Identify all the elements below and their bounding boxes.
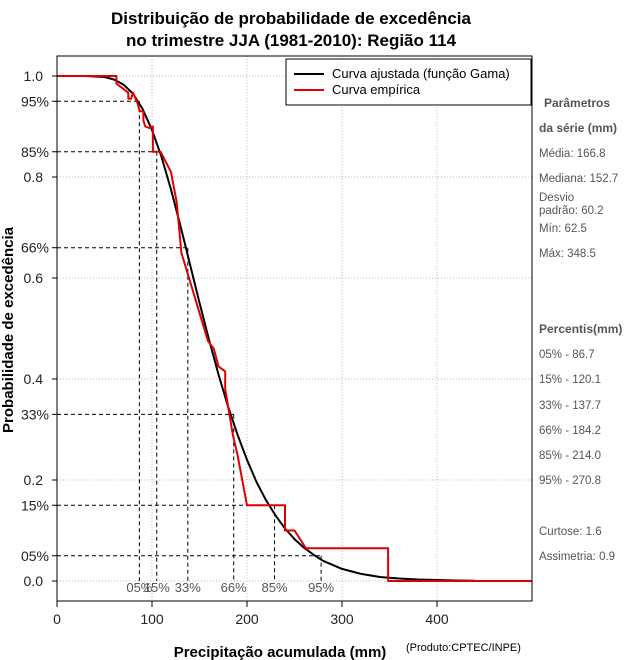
prob-tick-label: 33% xyxy=(21,406,49,422)
percentile-label: 15% xyxy=(144,580,170,595)
legend-label-empirical: Curva empírica xyxy=(332,82,421,97)
x-tick-label: 200 xyxy=(235,611,259,627)
y-tick-label: 0.2 xyxy=(24,472,44,488)
plot-frame xyxy=(56,55,533,602)
chart-title-line1: Distribuição de probabilidade de excedên… xyxy=(111,9,471,28)
param-desvio-2: padrão: 60.2 xyxy=(539,205,604,217)
percentil-05: 05% - 86.7 xyxy=(539,349,595,361)
percentil-66: 66% - 184.2 xyxy=(539,425,601,437)
legend: Curva ajustada (função Gama) Curva empír… xyxy=(285,58,532,106)
grid xyxy=(57,56,532,601)
prob-tick-label: 85% xyxy=(21,144,49,160)
prob-tick-label: 95% xyxy=(21,93,49,109)
param-min: Mín: 62.5 xyxy=(539,223,587,235)
x-tick-label: 300 xyxy=(330,611,354,627)
stat-assimetria: Assimetria: 0.9 xyxy=(539,551,615,563)
x-tick-label: 400 xyxy=(425,611,449,627)
percentile-label: 66% xyxy=(221,580,247,595)
prob-tick-label: 66% xyxy=(21,240,49,256)
params-heading-1: Parâmetros xyxy=(544,96,610,110)
percentile-label: 85% xyxy=(262,580,288,595)
percentis-heading: Percentis(mm) xyxy=(539,322,622,336)
side-panel: Parâmetros da série (mm) Média: 166.8 Me… xyxy=(539,96,622,563)
axes: 95%85%66%33%15%05%0 100 200 300 4000.00.20.4… xyxy=(21,68,449,627)
param-max: Máx: 348.5 xyxy=(539,248,596,260)
y-tick-label: 0.4 xyxy=(24,371,44,387)
legend-box xyxy=(285,58,532,106)
param-media: Média: 166.8 xyxy=(539,148,606,160)
empirical-curve xyxy=(57,75,532,582)
param-mediana: Mediana: 152.7 xyxy=(539,173,618,185)
percentile-label: 05% xyxy=(126,580,152,595)
series xyxy=(57,75,532,582)
prob-tick-label: 05% xyxy=(21,548,49,564)
x-tick-label: 0 xyxy=(53,611,61,627)
x-tick-label: 100 xyxy=(140,611,164,627)
y-tick-label: 1.0 xyxy=(24,68,44,84)
legend-label-fitted: Curva ajustada (função Gama) xyxy=(332,66,510,81)
y-tick-label: 0.8 xyxy=(24,169,44,185)
y-tick-label: 0.6 xyxy=(24,270,44,286)
x-axis-title: Precipitação acumulada (mm) xyxy=(174,644,387,660)
y-axis-title: Probabilidade de excedência xyxy=(0,226,17,433)
percentil-15: 15% - 120.1 xyxy=(539,374,601,386)
percentile-label: 33% xyxy=(175,580,201,595)
percentile-guides: 05%15% 33% 66% 85% 95% xyxy=(57,100,335,595)
params-heading-2: da série (mm) xyxy=(539,121,617,135)
chart-title-line2: no trimestre JJA (1981-2010): Região 114 xyxy=(126,31,457,50)
percentil-85: 85% - 214.0 xyxy=(539,450,601,462)
percentil-95: 95% - 270.8 xyxy=(539,475,601,487)
prob-tick-label: 15% xyxy=(21,497,49,513)
stat-curtose: Curtose: 1.6 xyxy=(539,526,602,538)
y-tick-label: 0.0 xyxy=(24,573,44,589)
param-desvio-1: Desvio xyxy=(539,192,574,204)
percentile-label: 95% xyxy=(308,580,334,595)
product-credit: (Produto:CPTEC/INPE) xyxy=(406,642,521,654)
percentil-33: 33% - 137.7 xyxy=(539,400,601,412)
